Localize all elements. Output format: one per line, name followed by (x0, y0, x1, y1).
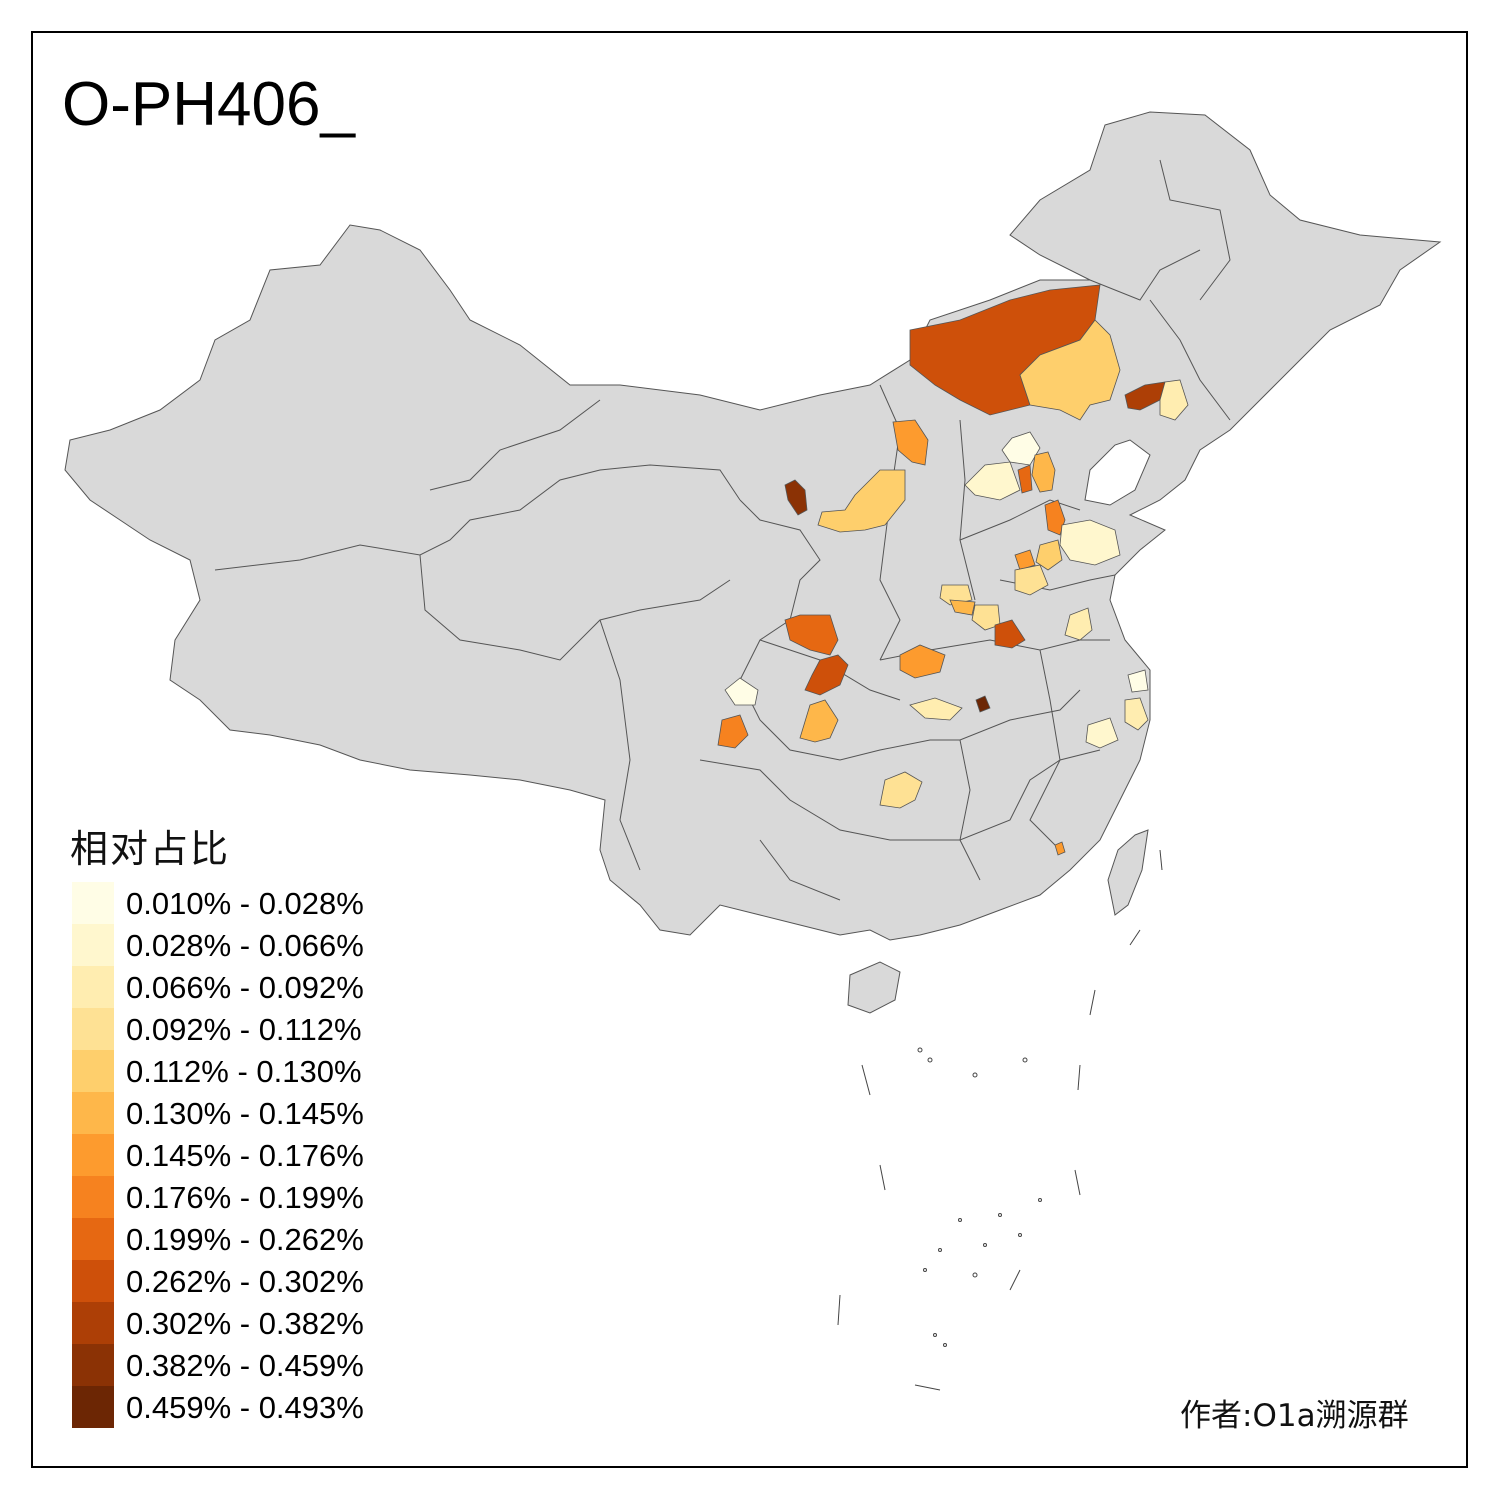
region-hunan (879, 771, 923, 809)
legend-label: 0.145% - 0.176% (126, 1138, 364, 1173)
region-jinan (1035, 539, 1063, 571)
legend-label: 0.066% - 0.092% (126, 970, 364, 1005)
region-changchun (1159, 379, 1189, 421)
region-xiangyang (899, 644, 946, 679)
legend-swatch (72, 1260, 114, 1302)
legend-label: 0.302% - 0.382% (126, 1306, 364, 1341)
region-langfang (1017, 464, 1033, 494)
region-chongqing-sw (799, 699, 839, 743)
legend-swatch (72, 1176, 114, 1218)
region-baotou (892, 419, 929, 466)
map-title: O-PH406_ (62, 70, 355, 139)
legend-swatch (72, 882, 114, 924)
legend-swatch (72, 1218, 114, 1260)
region-chengdu (724, 677, 759, 706)
legend-swatch (72, 1386, 114, 1428)
legend-swatch (72, 1344, 114, 1386)
legend-label: 0.112% - 0.130% (126, 1054, 362, 1089)
region-hefei (1085, 717, 1119, 749)
legend-label: 0.459% - 0.493% (126, 1390, 364, 1425)
region-bengbu (1064, 607, 1093, 641)
region-hebei-north (964, 461, 1021, 501)
legend-swatch (72, 1134, 114, 1176)
region-wuhan (975, 695, 991, 713)
legend-swatch (72, 1302, 114, 1344)
legend-swatch (72, 924, 114, 966)
region-shandong (1059, 519, 1121, 566)
region-shanghai (1124, 697, 1149, 731)
legend-label: 0.176% - 0.199% (126, 1180, 364, 1215)
taiwan-island (1107, 829, 1149, 916)
south-china-sea-islands (837, 849, 1163, 1391)
legend-label: 0.092% - 0.112% (126, 1012, 362, 1047)
legend-label: 0.028% - 0.066% (126, 928, 364, 963)
legend-swatch (72, 966, 114, 1008)
legend-swatch (72, 1008, 114, 1050)
region-yinchuan (784, 479, 808, 516)
region-ordos (817, 469, 906, 533)
region-xiamen (1054, 841, 1066, 856)
region-pingdingshan (949, 599, 976, 616)
region-nantong (1127, 669, 1149, 693)
province-boundaries (214, 159, 1231, 901)
hainan-island (847, 961, 901, 1014)
region-leshan (717, 714, 749, 749)
legend-label: 0.199% - 0.262% (126, 1222, 364, 1257)
bohai-sea (1084, 439, 1151, 506)
legend-label: 0.382% - 0.459% (126, 1348, 364, 1383)
region-hanzhong (784, 614, 839, 656)
legend-swatch (72, 1050, 114, 1092)
region-hinggan (1019, 319, 1121, 421)
region-henan-central (971, 604, 1001, 631)
legend-label: 0.130% - 0.145% (126, 1096, 364, 1131)
author-credit: 作者:O1a溯源群 (1180, 1398, 1409, 1434)
region-tianjin (1031, 451, 1056, 493)
region-jingzhou (909, 697, 963, 721)
region-dazhou (804, 654, 849, 696)
legend-title: 相对占比 (70, 827, 231, 871)
legend-label: 0.262% - 0.302% (126, 1264, 364, 1299)
colored-regions (717, 284, 1189, 856)
region-xinyang (994, 619, 1026, 649)
region-liaocheng (1014, 549, 1036, 571)
legend-label: 0.010% - 0.028% (126, 886, 364, 921)
region-heze (1014, 564, 1049, 596)
mainland-outline (64, 111, 1442, 941)
legend-swatch (72, 1092, 114, 1134)
